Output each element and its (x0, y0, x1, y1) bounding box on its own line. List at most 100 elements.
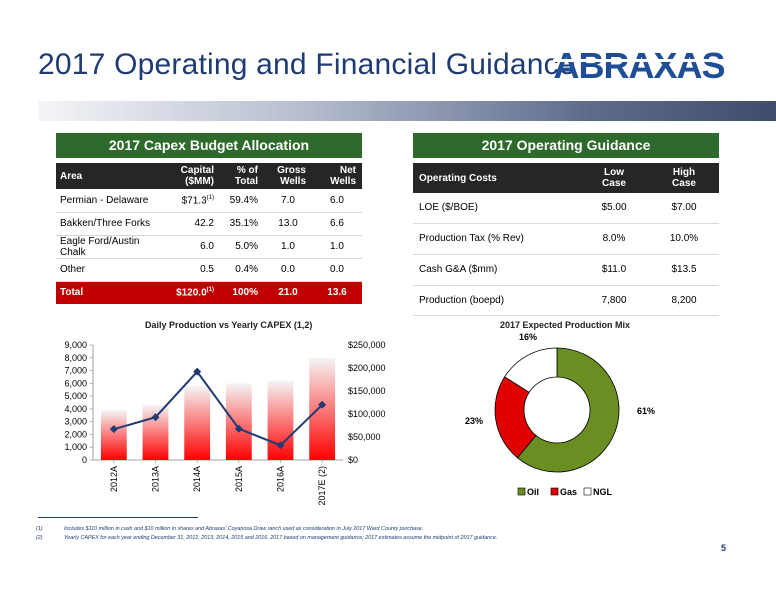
low-case-cell: 8.0% (579, 223, 649, 255)
x-axis-tick-label: 2014A (192, 466, 202, 492)
production-mix-title: 2017 Expected Production Mix (500, 320, 631, 330)
production-bar (309, 357, 336, 460)
net-cell: 6.0 (312, 189, 362, 213)
gross-cell: 0.0 (264, 258, 312, 282)
gross-cell: 13.0 (264, 212, 312, 236)
capital-cell: $120.0(1) (164, 281, 220, 304)
capex-section-header: 2017 Capex Budget Allocation (56, 133, 362, 158)
capital-footnote-ref: (1) (206, 194, 214, 201)
x-axis-tick-label: 2012A (109, 466, 119, 492)
col-capital: Capital ($MM) (164, 163, 220, 189)
gross-cell: 21.0 (264, 281, 312, 304)
table-row: Eagle Ford/Austin Chalk 6.0 5.0% 1.0 1.0 (56, 235, 362, 259)
net-cell: 13.6 (312, 281, 362, 304)
net-cell: 0.0 (312, 258, 362, 282)
abraxas-logo: ABRAXAS (553, 45, 726, 86)
capex-point (234, 424, 243, 433)
logo-text: ABRAXAS (553, 45, 724, 86)
capex-point (193, 367, 202, 376)
table-row: Production (boepd) 7,800 8,200 (413, 285, 719, 316)
capital-value: $120.0 (176, 287, 207, 299)
col-high-case: High Case (649, 163, 719, 193)
footnote-text: Includes $110 million in cash and $10 mi… (64, 526, 424, 532)
right-axis-tick-label: $250,000 (348, 340, 386, 350)
col-gross: Gross Wells (264, 163, 312, 189)
footnote-text: Yearly CAPEX for each year ending Decemb… (64, 535, 498, 541)
gross-cell: 7.0 (264, 189, 312, 213)
left-axis-tick-label: 0 (82, 455, 87, 465)
right-axis-tick-label: $50,000 (348, 432, 381, 442)
left-axis-tick-label: 8,000 (64, 353, 87, 363)
pct-cell: 59.4% (220, 189, 264, 213)
capital-value: 42.2 (194, 218, 214, 229)
footnote: (2) Yearly CAPEX for each year ending Dec… (36, 534, 497, 543)
high-case-cell: $13.5 (649, 254, 719, 286)
area-cell: Eagle Ford/Austin Chalk (56, 235, 164, 259)
production-capex-chart: 0 1,000 2,000 3,000 4,000 5,000 6,000 7,000 8,00… (64, 340, 386, 506)
x-axis-tick-label: 2013A (151, 466, 161, 492)
donut-slice-ngl (504, 347, 558, 393)
footnote-number: (2) (36, 535, 43, 541)
right-axis-tick-label: $150,000 (348, 386, 386, 396)
col-net: Net Wells (312, 163, 362, 189)
capital-value: $71.3 (181, 194, 207, 206)
cost-label-cell: Cash G&A ($mm) (413, 254, 579, 286)
high-case-cell: $7.00 (649, 193, 719, 224)
area-cell: Other (56, 258, 164, 282)
pct-cell: 100% (220, 281, 264, 304)
left-axis-tick-label: 7,000 (64, 366, 87, 376)
low-case-cell: $5.00 (579, 193, 649, 224)
capital-cell: 0.5 (164, 258, 220, 282)
pct-cell: 5.0% (220, 235, 264, 259)
legend-swatch (550, 487, 559, 496)
cost-label-cell: LOE ($/BOE) (413, 193, 579, 224)
page-title: 2017 Operating and Financial Guidance (38, 48, 576, 81)
capital-cell: $71.3(1) (164, 189, 220, 213)
donut-slice-oil (516, 347, 620, 473)
capital-value: 6.0 (200, 241, 214, 252)
capital-cell: 6.0 (164, 235, 220, 259)
left-axis-tick-label: 4,000 (64, 404, 87, 414)
cost-label-cell: Production Tax (% Rev) (413, 223, 579, 255)
gross-cell: 1.0 (264, 235, 312, 259)
donut-slice-label: 16% (519, 332, 537, 342)
col-operating-costs: Operating Costs (413, 163, 579, 193)
left-axis-tick-label: 1,000 (64, 442, 87, 452)
high-case-cell: 8,200 (649, 285, 719, 316)
low-case-cell: $11.0 (579, 254, 649, 286)
table-row: Bakken/Three Forks 42.2 35.1% 13.0 6.6 (56, 212, 362, 236)
capex-header-row: Area Capital ($MM) % of Total Gross Wells N… (56, 163, 362, 189)
left-axis-tick-label: 3,000 (64, 417, 87, 427)
capex-line (113, 370, 323, 447)
table-row: Permian - Delaware $71.3(1) 59.4% 7.0 6.0 (56, 189, 362, 213)
right-axis-tick-label: $0 (348, 455, 358, 465)
donut-slice-label: 61% (637, 406, 655, 416)
footnote-number: (1) (36, 526, 43, 532)
capex-point (276, 441, 285, 450)
capex-point (318, 400, 327, 409)
footnote: (1) Includes $110 million in cash and $10… (36, 525, 497, 534)
operating-header-row: Operating Costs Low Case High Case (413, 163, 719, 193)
left-axis-tick-label: 9,000 (64, 340, 87, 350)
donut-slice-label: 23% (465, 416, 483, 426)
capex-table: Area Capital ($MM) % of Total Gross Wells N… (56, 163, 362, 304)
production-chart-title: Daily Production vs Yearly CAPEX (1,2) (145, 320, 313, 330)
page-number: 5 (721, 543, 727, 553)
low-case-cell: 7,800 (579, 285, 649, 316)
footnote-rule (38, 517, 198, 518)
legend-swatch (583, 487, 592, 496)
header-banner (38, 101, 776, 121)
capex-point (151, 413, 160, 422)
pct-cell: 0.4% (220, 258, 264, 282)
legend-entry: NGL (593, 487, 613, 497)
area-cell: Permian - Delaware (56, 189, 164, 213)
operating-section-header: 2017 Operating Guidance (413, 133, 719, 158)
x-axis-tick-label: 2015A (234, 466, 244, 492)
table-row: Production Tax (% Rev) 8.0% 10.0% (413, 223, 719, 255)
cost-label-cell: Production (boepd) (413, 285, 579, 316)
col-pct: % of Total (220, 163, 264, 189)
right-axis-tick-label: $200,000 (348, 363, 386, 373)
x-axis-tick-label: 2016A (276, 466, 286, 492)
capex-total-row: Total $120.0(1) 100% 21.0 13.6 (56, 281, 362, 304)
production-bar (100, 410, 127, 460)
